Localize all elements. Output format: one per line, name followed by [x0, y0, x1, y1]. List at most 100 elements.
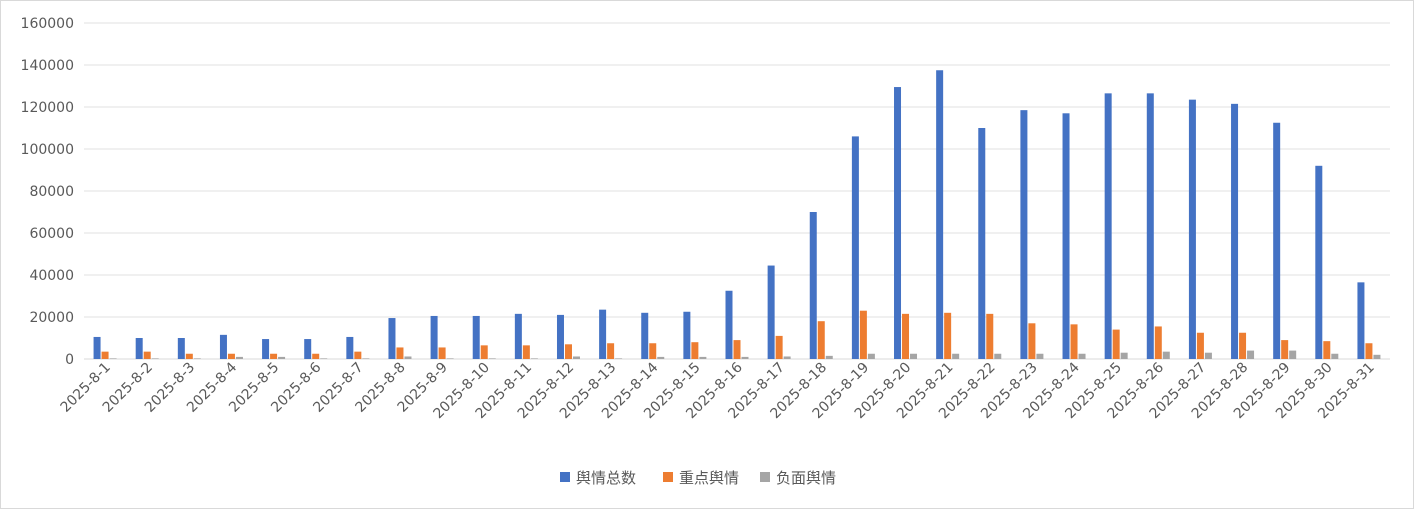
bar-2025-8-17-series-2 — [775, 335, 783, 359]
bar-2025-8-22-series-2 — [986, 313, 994, 359]
legend-swatch — [760, 472, 770, 482]
bar-2025-8-22-series-3 — [994, 353, 1002, 359]
bar-2025-8-9-series-3 — [446, 358, 454, 359]
legend-swatch — [663, 472, 673, 482]
y-tick-label: 40000 — [29, 268, 74, 284]
bar-2025-8-24-series-2 — [1070, 324, 1078, 359]
bar-2025-8-21-series-3 — [952, 353, 960, 359]
bar-2025-8-13-series-1 — [599, 309, 607, 359]
gridlines — [84, 22, 1390, 360]
legend-label: 负面舆情 — [776, 469, 836, 487]
bar-2025-8-14-series-1 — [641, 312, 649, 359]
bar-2025-8-3-series-2 — [185, 353, 193, 359]
bar-2025-8-4-series-1 — [219, 334, 227, 359]
bar-2025-8-2-series-1 — [135, 338, 143, 359]
y-tick-label: 20000 — [29, 310, 74, 326]
legend-swatch — [560, 472, 570, 482]
bar-2025-8-20-series-1 — [894, 87, 902, 360]
bar-2025-8-10-series-1 — [472, 315, 480, 359]
bar-2025-8-24-series-3 — [1078, 353, 1086, 359]
bar-2025-8-7-series-3 — [362, 358, 370, 359]
bar-2025-8-26-series-2 — [1154, 326, 1162, 359]
bar-2025-8-23-series-1 — [1020, 110, 1028, 360]
bar-2025-8-3-series-3 — [193, 358, 201, 359]
bar-2025-8-16-series-1 — [725, 290, 733, 359]
bar-2025-8-2-series-2 — [143, 351, 151, 359]
bar-2025-8-18-series-2 — [817, 321, 825, 359]
bar-2025-8-7-series-1 — [346, 336, 354, 359]
bar-2025-8-18-series-1 — [809, 212, 817, 359]
bar-2025-8-17-series-3 — [783, 356, 791, 359]
bar-2025-8-22-series-1 — [978, 128, 986, 359]
y-axis: 0 20000 40000 60000 80000 100000 120000 140000 1… — [21, 16, 74, 368]
bar-2025-8-25-series-3 — [1120, 352, 1128, 359]
bar-2025-8-17-series-1 — [767, 265, 775, 359]
bar-2025-8-10-series-3 — [488, 358, 496, 359]
bar-2025-8-30-series-3 — [1331, 353, 1339, 359]
y-tick-label: 0 — [65, 352, 74, 368]
bar-2025-8-19-series-1 — [851, 136, 859, 359]
bar-2025-8-23-series-3 — [1036, 353, 1044, 359]
bar-2025-8-13-series-3 — [615, 358, 623, 359]
bar-2025-8-21-series-2 — [944, 312, 952, 359]
bar-2025-8-12-series-1 — [556, 314, 564, 359]
bar-2025-8-1-series-3 — [109, 358, 117, 359]
bar-2025-8-6-series-2 — [312, 353, 320, 359]
bar-2025-8-28-series-1 — [1231, 103, 1239, 359]
bar-2025-8-31-series-3 — [1373, 354, 1381, 359]
bar-2025-8-30-series-2 — [1323, 341, 1331, 359]
bar-2025-8-4-series-3 — [235, 356, 243, 359]
bar-2025-8-25-series-1 — [1104, 93, 1112, 359]
bar-2025-8-16-series-2 — [733, 340, 741, 359]
bar-2025-8-1-series-2 — [101, 351, 109, 359]
bar-2025-8-26-series-3 — [1162, 351, 1170, 359]
bar-2025-8-19-series-3 — [867, 353, 875, 359]
bar-2025-8-11-series-3 — [530, 358, 538, 359]
bar-2025-8-26-series-1 — [1146, 93, 1154, 359]
bar-2025-8-29-series-3 — [1289, 350, 1297, 359]
bar-2025-8-27-series-1 — [1188, 99, 1196, 360]
bar-2025-8-31-series-2 — [1365, 343, 1373, 359]
bar-2025-8-5-series-2 — [270, 353, 278, 359]
bar-2025-8-4-series-2 — [227, 353, 235, 359]
bar-2025-8-7-series-2 — [354, 351, 362, 359]
bar-2025-8-9-series-1 — [430, 315, 438, 359]
bar-2025-8-5-series-1 — [262, 339, 270, 359]
bar-2025-8-20-series-3 — [910, 353, 918, 359]
bar-2025-8-18-series-3 — [825, 355, 833, 359]
bar-2025-8-6-series-3 — [320, 358, 328, 359]
bar-2025-8-25-series-2 — [1112, 329, 1120, 359]
bar-2025-8-8-series-1 — [388, 318, 396, 359]
bar-2025-8-3-series-1 — [177, 338, 185, 359]
bar-2025-8-28-series-2 — [1239, 332, 1247, 359]
bar-2025-8-11-series-1 — [514, 313, 522, 359]
bar-2025-8-31-series-1 — [1357, 282, 1365, 359]
bar-2025-8-21-series-1 — [936, 70, 944, 359]
y-tick-label: 120000 — [21, 100, 74, 116]
bar-2025-8-20-series-2 — [902, 313, 910, 359]
bar-2025-8-29-series-2 — [1281, 340, 1289, 359]
bar-2025-8-12-series-2 — [564, 344, 572, 359]
y-tick-label: 140000 — [21, 58, 74, 74]
bar-2025-8-2-series-3 — [151, 358, 159, 359]
bar-2025-8-28-series-3 — [1247, 350, 1255, 359]
bar-2025-8-27-series-2 — [1196, 332, 1204, 359]
bar-2025-8-6-series-1 — [304, 339, 312, 359]
bar-2025-8-10-series-2 — [480, 345, 488, 359]
y-tick-label: 80000 — [29, 184, 74, 200]
legend: 舆情总数 重点舆情 负面舆情 — [560, 469, 836, 487]
bar-2025-8-8-series-3 — [404, 356, 412, 359]
y-tick-label: 60000 — [29, 226, 74, 242]
bar-2025-8-13-series-2 — [607, 343, 615, 359]
bar-2025-8-27-series-3 — [1204, 352, 1212, 359]
y-tick-label: 160000 — [21, 16, 74, 32]
legend-label: 重点舆情 — [679, 469, 739, 487]
bar-2025-8-9-series-2 — [438, 347, 446, 359]
bar-2025-8-12-series-3 — [572, 356, 580, 359]
bar-2025-8-16-series-3 — [741, 356, 749, 359]
bar-2025-8-24-series-1 — [1062, 113, 1070, 359]
bars — [93, 70, 1381, 360]
bar-2025-8-14-series-2 — [649, 343, 657, 359]
